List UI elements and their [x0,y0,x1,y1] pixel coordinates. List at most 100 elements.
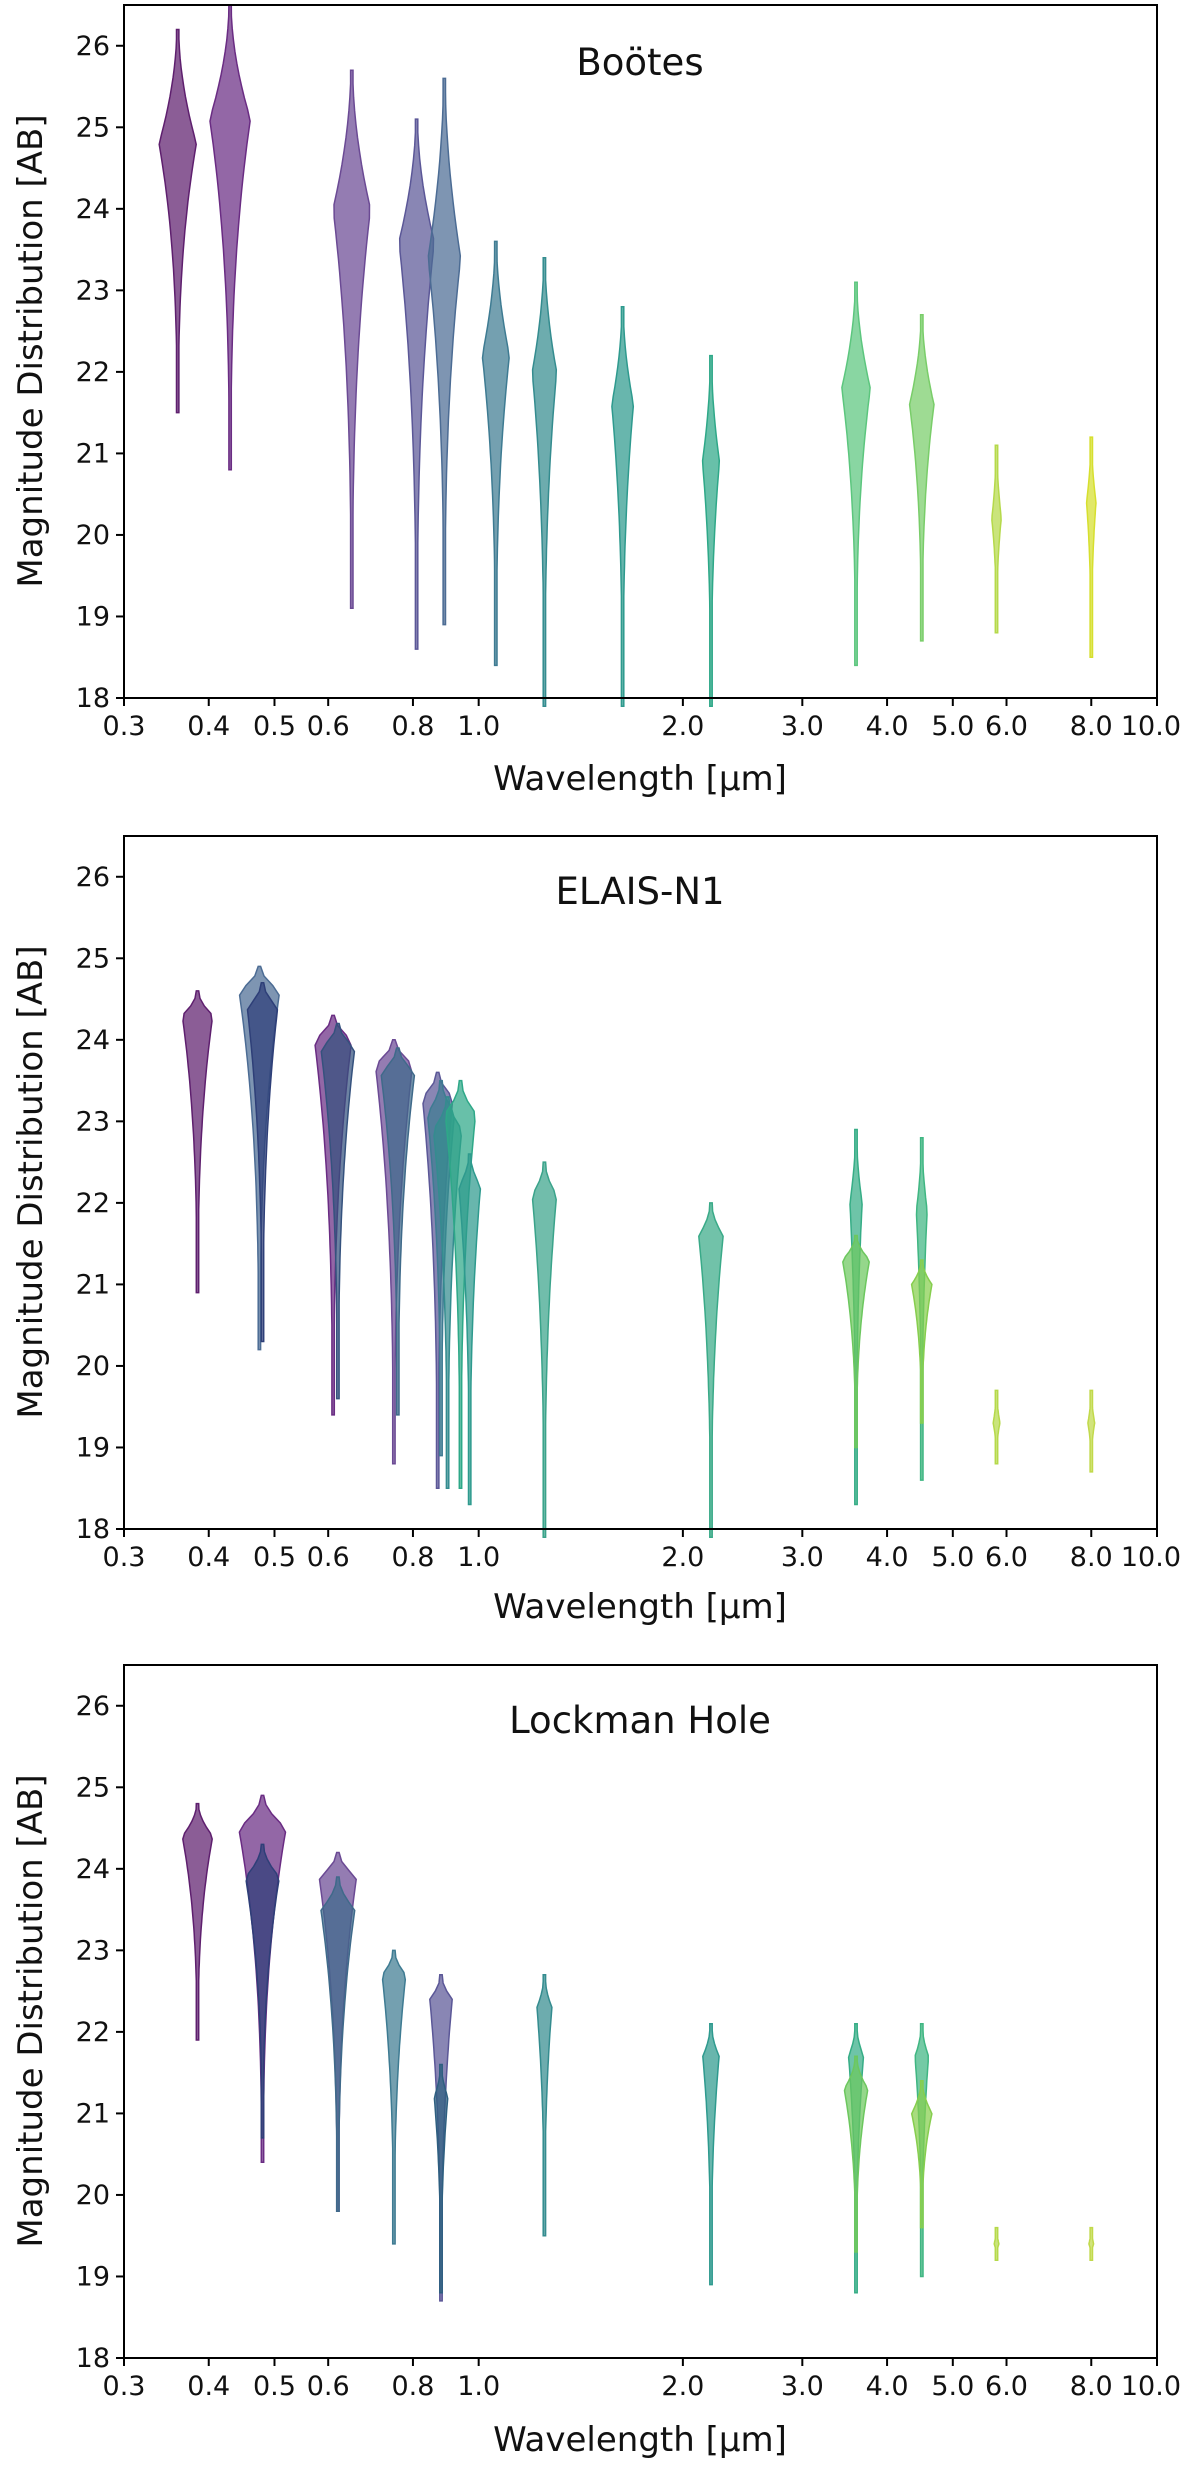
x-tick-label: 5.0 [931,1542,974,1573]
violin-lockman-hole-14 [993,2226,1000,2261]
violins-elais-n1 [182,965,1096,1538]
x-tick-label: 1.0 [457,2371,500,2402]
x-tick-label: 10.0 [1121,2371,1181,2402]
y-tick-label: 25 [76,943,110,974]
violin-elais-n1-18 [992,1389,1001,1465]
violin-elais-n1-0 [182,990,213,1294]
y-tick-label: 26 [76,1691,110,1722]
x-tick-label: 8.0 [1070,1542,1113,1573]
y-tick-label: 19 [76,601,110,632]
x-tick-label: 0.4 [187,711,230,742]
plot-frame-elais-n1 [123,835,1158,1530]
y-ticks-bootes: 18 19 20 21 22 23 24 25 26 [76,31,124,714]
y-tick-label: 19 [76,1432,110,1463]
x-ticks-elais-n1: 0.3 0.4 0.5 0.6 0.8 1.0 2.0 3.0 4.0 5.0 6.0 8.0 10.0 [103,1529,1181,1573]
y-tick-label: 22 [76,2017,110,2048]
y-tick-label: 22 [76,357,110,388]
x-tick-label: 0.8 [391,1542,434,1573]
y-ticks-lockman-hole: 18 19 20 21 22 23 24 25 26 [76,1691,124,2374]
y-tick-label: 25 [76,112,110,143]
y-tick-label: 23 [76,1935,110,1966]
y-axis-label-bootes: Magnitude Distribution [AB] [11,114,51,587]
y-tick-label: 23 [76,1106,110,1137]
plot-frame-lockman-hole [123,1664,1158,2359]
x-tick-label: 0.4 [187,2371,230,2402]
y-tick-label: 18 [76,1514,110,1545]
x-axis-label-bootes: Wavelength [μm] [493,759,787,799]
violin-bootes-10 [908,314,935,642]
x-tick-label: 8.0 [1070,2371,1113,2402]
y-tick-label: 20 [76,1351,110,1382]
x-tick-label: 1.0 [457,1542,500,1573]
violin-bootes-6 [531,256,558,707]
x-tick-label: 10.0 [1121,1542,1181,1573]
violin-elais-n1-11 [458,1153,482,1506]
violin-bootes-12 [1085,436,1097,658]
y-tick-label: 23 [76,275,110,306]
x-tick-label: 0.5 [253,1542,296,1573]
violin-bootes-3 [398,118,435,650]
x-tick-label: 0.6 [307,1542,350,1573]
x-tick-label: 6.0 [985,2371,1028,2402]
violin-lockman-hole-8 [536,1974,553,2237]
violin-bootes-9 [841,281,871,667]
violin-bootes-11 [991,444,1002,634]
violin-elais-n1-6 [380,1047,416,1416]
panel-lockman-hole: 18 19 20 21 22 23 24 25 26 0.3 0.4 0.5 0.6 0.8 1.0 2.0… [11,1664,1181,2460]
x-tick-label: 1.0 [457,711,500,742]
violin-lockman-hole-7 [433,2063,449,2294]
x-tick-label: 10.0 [1121,711,1181,742]
y-tick-label: 22 [76,1188,110,1219]
violin-bootes-1 [209,4,251,471]
panel-bootes: 18 19 20 21 22 23 24 25 26 0.3 0.4 0.5 0.6 0.8 1.0 2.0… [11,4,1181,799]
x-tick-label: 4.0 [866,1542,909,1573]
x-tick-label: 0.5 [253,711,296,742]
x-tick-label: 3.0 [781,711,824,742]
y-tick-label: 18 [76,683,110,714]
x-tick-label: 4.0 [866,2371,909,2402]
x-tick-label: 2.0 [661,1542,704,1573]
violin-elais-n1-2 [246,982,279,1343]
violin-elais-n1-17 [910,1259,933,1424]
violin-bootes-7 [611,305,635,707]
x-ticks-lockman-hole: 0.3 0.4 0.5 0.6 0.8 1.0 2.0 3.0 4.0 5.0 6.0 8.0 10.0 [103,2358,1181,2402]
x-tick-label: 2.0 [661,2371,704,2402]
y-tick-label: 21 [76,1269,110,1300]
y-tick-label: 20 [76,520,110,551]
violin-lockman-hole-5 [381,1949,407,2245]
violin-bootes-5 [481,240,510,667]
y-tick-label: 26 [76,862,110,893]
x-ticks-bootes: 0.3 0.4 0.5 0.6 0.8 1.0 2.0 3.0 4.0 5.0 6.0 8.0 10.0 [103,698,1181,742]
violin-bootes-0 [158,28,197,414]
x-axis-label-elais-n1: Wavelength [μm] [493,1587,787,1627]
y-ticks-elais-n1: 18 19 20 21 22 23 24 25 26 [76,862,124,1545]
x-tick-label: 6.0 [985,711,1028,742]
x-tick-label: 2.0 [661,711,704,742]
x-tick-label: 6.0 [985,1542,1028,1573]
x-tick-label: 0.4 [187,1542,230,1573]
y-tick-label: 25 [76,1772,110,1803]
y-tick-label: 24 [76,1025,110,1056]
x-tick-label: 3.0 [781,1542,824,1573]
y-axis-label-lockman-hole: Magnitude Distribution [AB] [11,1774,51,2247]
y-tick-label: 24 [76,1854,110,1885]
y-tick-label: 21 [76,2098,110,2129]
x-tick-label: 0.3 [103,1542,146,1573]
x-tick-label: 0.8 [391,711,434,742]
violin-elais-n1-4 [320,1022,356,1400]
x-tick-label: 0.3 [103,711,146,742]
x-tick-label: 0.3 [103,2371,146,2402]
x-tick-label: 0.6 [307,711,350,742]
violin-elais-n1-13 [698,1202,724,1538]
x-tick-label: 5.0 [931,2371,974,2402]
y-tick-label: 20 [76,2180,110,2211]
violin-lockman-hole-15 [1088,2226,1095,2261]
violin-elais-n1-19 [1087,1389,1096,1473]
violin-lockman-hole-9 [702,2022,720,2286]
violin-lockman-hole-0 [182,1802,213,2041]
x-tick-label: 4.0 [866,711,909,742]
x-axis-label-lockman-hole: Wavelength [μm] [493,2420,787,2460]
panel-title-elais-n1: ELAIS-N1 [555,870,724,913]
x-tick-label: 8.0 [1070,711,1113,742]
